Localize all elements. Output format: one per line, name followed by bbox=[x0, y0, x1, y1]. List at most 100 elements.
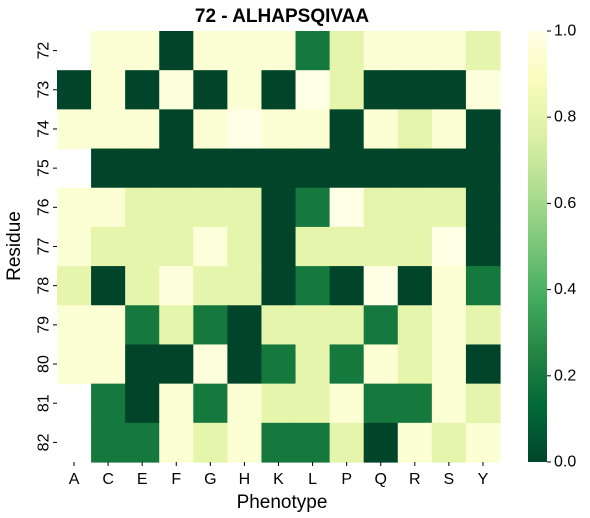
heatmap-cell bbox=[125, 305, 160, 345]
heatmap-cell bbox=[398, 149, 433, 189]
heatmap-cell bbox=[466, 266, 501, 306]
heatmap-cell bbox=[398, 266, 433, 306]
heatmap-cell bbox=[432, 188, 467, 228]
heatmap-cell bbox=[330, 149, 365, 189]
heatmap-cell bbox=[227, 70, 262, 110]
heatmap-cell bbox=[91, 109, 126, 149]
heatmap-cell bbox=[398, 227, 433, 267]
heatmap-cell bbox=[125, 344, 160, 384]
colorbar-ticks: 0.0 0.2 0.4 0.6 0.8 1.0 bbox=[547, 23, 576, 471]
x-tick-label: C bbox=[102, 471, 114, 488]
heatmap-cell bbox=[91, 305, 126, 345]
y-axis-ticks: 72 73 74 75 76 77 78 79 80 81 82 bbox=[36, 42, 58, 452]
heatmap-cell bbox=[398, 384, 433, 424]
heatmap-cell bbox=[364, 305, 399, 345]
heatmap-cell bbox=[364, 188, 399, 228]
heatmap-cell bbox=[330, 344, 365, 384]
heatmap-cell bbox=[466, 31, 501, 71]
heatmap-cell bbox=[432, 305, 467, 345]
heatmap-cell bbox=[125, 31, 160, 71]
heatmap-cell bbox=[330, 305, 365, 345]
heatmap-cell bbox=[432, 227, 467, 267]
heatmap-cell bbox=[466, 149, 501, 189]
y-tick-label: 72 bbox=[36, 42, 53, 60]
x-tick-label: K bbox=[273, 471, 284, 488]
heatmap-cell bbox=[398, 344, 433, 384]
x-tick-label: F bbox=[171, 471, 181, 488]
heatmap-cell bbox=[159, 266, 194, 306]
heatmap-cell bbox=[193, 149, 228, 189]
heatmap-cell bbox=[364, 109, 399, 149]
heatmap-cell bbox=[364, 266, 399, 306]
heatmap-cell bbox=[364, 344, 399, 384]
colorbar-tick-label: 0.6 bbox=[554, 195, 576, 212]
heatmap-cell bbox=[330, 31, 365, 71]
colorbar bbox=[528, 31, 547, 462]
x-tick-label: G bbox=[204, 471, 216, 488]
heatmap-cell bbox=[261, 305, 296, 345]
heatmap-cell bbox=[296, 305, 331, 345]
heatmap-cell bbox=[296, 31, 331, 71]
x-tick-label: E bbox=[137, 471, 148, 488]
heatmap-cell bbox=[261, 70, 296, 110]
heatmap-cell bbox=[398, 109, 433, 149]
heatmap-cell bbox=[125, 384, 160, 424]
heatmap-cell bbox=[125, 227, 160, 267]
heatmap-cell bbox=[57, 266, 92, 306]
heatmap-cell bbox=[432, 344, 467, 384]
heatmap-cell bbox=[159, 109, 194, 149]
heatmap-cell bbox=[227, 266, 262, 306]
heatmap-cell bbox=[261, 266, 296, 306]
heatmap-cell bbox=[398, 423, 433, 463]
heatmap-cells bbox=[57, 31, 501, 463]
y-tick-label: 74 bbox=[36, 120, 53, 138]
heatmap-cell bbox=[296, 188, 331, 228]
heatmap-cell bbox=[91, 423, 126, 463]
chart-title: 72 - ALHAPSQIVAA bbox=[195, 6, 369, 27]
heatmap-cell bbox=[466, 384, 501, 424]
heatmap-cell bbox=[432, 149, 467, 189]
heatmap-cell bbox=[159, 423, 194, 463]
heatmap-cell bbox=[159, 227, 194, 267]
y-axis-label: Residue bbox=[4, 211, 25, 281]
heatmap-cell bbox=[193, 227, 228, 267]
heatmap-cell bbox=[57, 70, 92, 110]
heatmap-cell bbox=[398, 70, 433, 110]
heatmap-cell bbox=[91, 70, 126, 110]
heatmap-cell bbox=[261, 423, 296, 463]
x-tick-label: L bbox=[308, 471, 317, 488]
heatmap-cell bbox=[159, 31, 194, 71]
heatmap-cell bbox=[330, 227, 365, 267]
x-tick-label: A bbox=[69, 471, 80, 488]
heatmap-cell bbox=[364, 149, 399, 189]
heatmap-cell bbox=[227, 227, 262, 267]
heatmap-cell bbox=[466, 109, 501, 149]
y-tick-label: 78 bbox=[36, 277, 53, 295]
heatmap-cell bbox=[57, 305, 92, 345]
heatmap-cell bbox=[159, 188, 194, 228]
heatmap-cell bbox=[57, 344, 92, 384]
heatmap-cell bbox=[432, 266, 467, 306]
heatmap-cell bbox=[466, 423, 501, 463]
x-axis-label: Phenotype bbox=[237, 492, 328, 513]
heatmap-cell bbox=[261, 109, 296, 149]
heatmap-cell bbox=[296, 344, 331, 384]
x-tick-label: S bbox=[444, 471, 455, 488]
heatmap-cell bbox=[330, 423, 365, 463]
heatmap-cell bbox=[296, 149, 331, 189]
heatmap-cell bbox=[159, 384, 194, 424]
heatmap-cell bbox=[91, 266, 126, 306]
heatmap-cell bbox=[125, 149, 160, 189]
heatmap-cell bbox=[91, 227, 126, 267]
heatmap-cell bbox=[159, 149, 194, 189]
y-tick-label: 77 bbox=[36, 238, 53, 256]
heatmap-cell bbox=[193, 344, 228, 384]
heatmap-cell bbox=[364, 384, 399, 424]
heatmap-cell bbox=[466, 70, 501, 110]
heatmap-cell bbox=[193, 266, 228, 306]
heatmap-cell bbox=[432, 31, 467, 71]
y-tick-label: 82 bbox=[36, 433, 53, 451]
heatmap-cell bbox=[296, 227, 331, 267]
